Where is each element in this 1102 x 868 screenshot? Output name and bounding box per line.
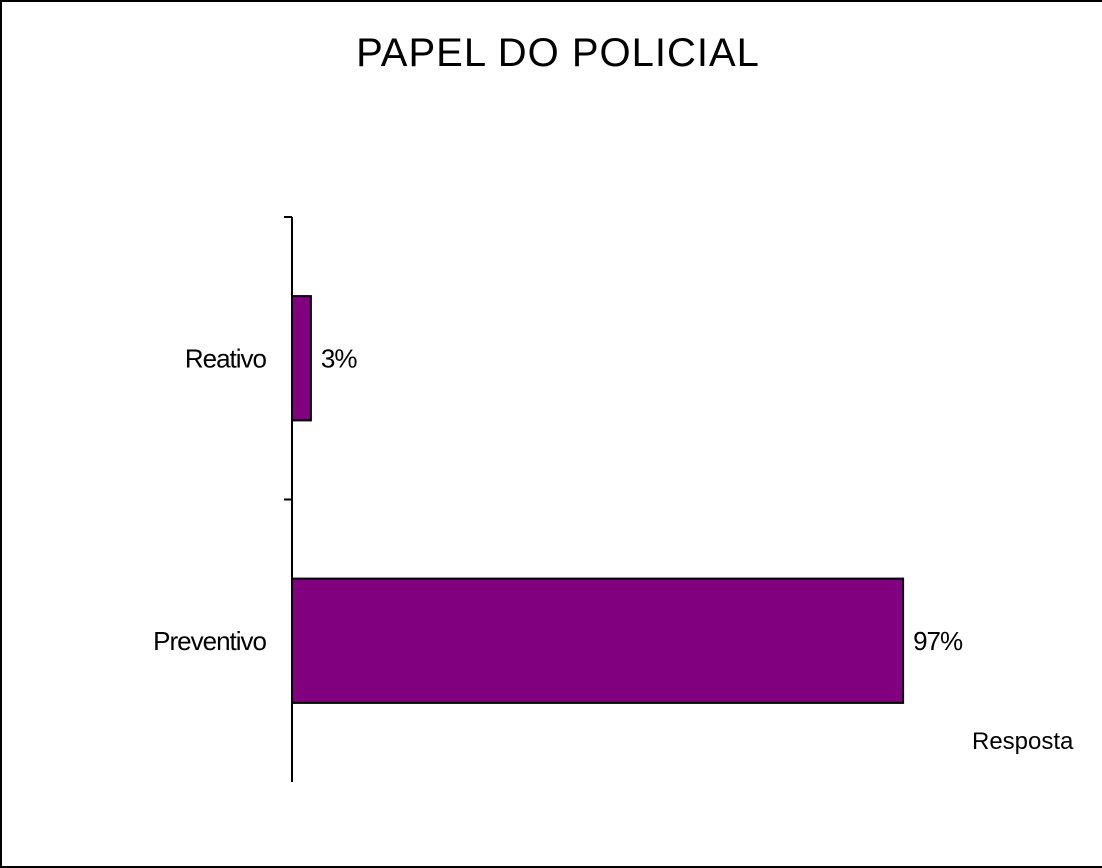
bar-preventivo [291,577,905,704]
bar-reativo [291,295,312,422]
category-label-preventivo: Preventivo [153,626,266,656]
value-label-preventivo: 97% [913,626,963,656]
category-label-reativo: Reativo [185,343,267,373]
plot-area: Reativo 3% Preventivo 97% [153,216,964,782]
value-label-reativo: 3% [321,343,357,373]
annotation-text: Resposta [972,728,1074,755]
chart-title: PAPEL DO POLICIAL [356,31,760,75]
